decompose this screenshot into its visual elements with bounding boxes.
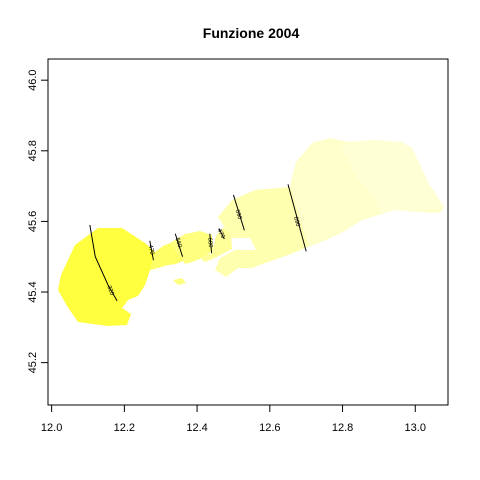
x-tick-label: 12.6 <box>259 422 280 434</box>
x-tick-label: 12.4 <box>186 422 207 434</box>
y-tick-label: 45.2 <box>27 352 39 373</box>
y-tick-label: 46.0 <box>27 69 39 90</box>
region-islet-a <box>173 278 186 285</box>
x-tick-label: 12.0 <box>41 422 62 434</box>
chart-title: Funzione 2004 <box>203 25 300 41</box>
y-tick-label: 45.8 <box>27 140 39 161</box>
region-west <box>58 228 155 326</box>
y-tick-label: 45.6 <box>27 211 39 232</box>
x-tick-label: 12.8 <box>332 422 353 434</box>
x-tick-label: 13.0 <box>405 422 426 434</box>
x-tick-label: 12.2 <box>114 422 135 434</box>
contour-label: 680 <box>206 237 213 248</box>
y-tick-label: 45.4 <box>27 281 39 302</box>
